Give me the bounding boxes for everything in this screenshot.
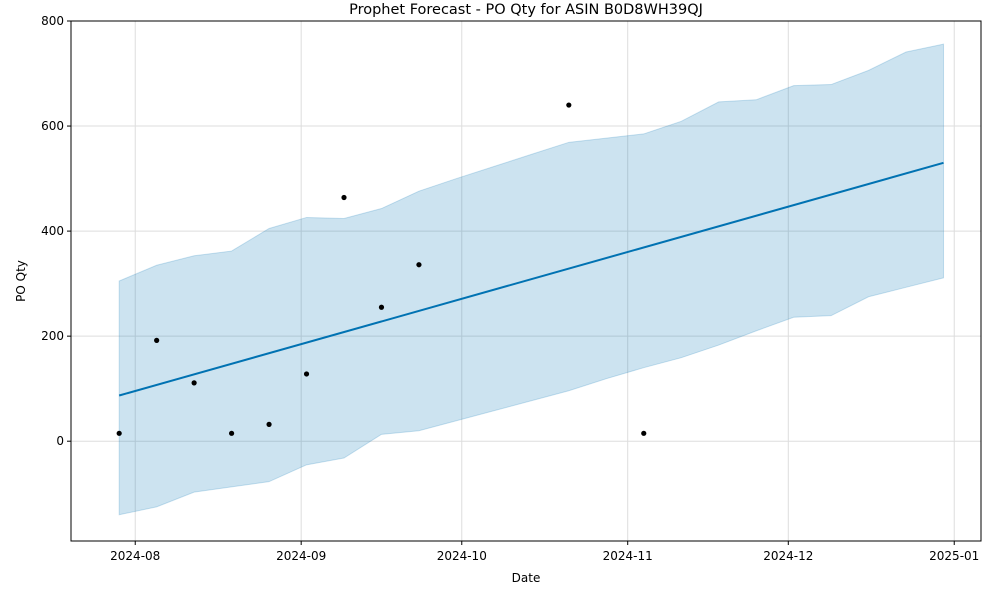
x-axis-ticks: 2024-08 2024-09 2024-10 2024-11 2024-12 2025-…: [110, 541, 979, 563]
x-tick-label: 2024-11: [603, 549, 653, 563]
data-point: [641, 430, 647, 436]
data-point: [228, 430, 235, 436]
y-axis-title: PO Qty: [14, 260, 28, 302]
y-axis-ticks: 0 200 400 600 800: [41, 14, 71, 448]
data-point: [154, 337, 160, 343]
y-tick-label: 200: [41, 329, 64, 343]
data-point: [416, 262, 422, 268]
chart-title: Prophet Forecast - PO Qty for ASIN B0D8W…: [349, 2, 703, 18]
observed-points: [116, 102, 647, 436]
y-tick-label: 800: [41, 14, 64, 28]
data-point: [303, 371, 310, 377]
data-point: [341, 194, 347, 201]
x-tick-label: 2025-01: [929, 549, 979, 563]
x-tick-label: 2024-10: [437, 549, 487, 563]
forecast-line-group: [118, 161, 944, 397]
data-point: [566, 102, 572, 108]
data-point: [378, 304, 385, 310]
data-point: [116, 430, 122, 436]
data-point: [191, 380, 197, 386]
plot-frame: [70, 20, 982, 542]
y-tick-label: 400: [41, 224, 64, 238]
data-point: [266, 421, 272, 427]
forecast-line: [118, 161, 944, 397]
x-tick-label: 2024-09: [276, 549, 326, 563]
x-tick-label: 2024-08: [110, 549, 160, 563]
y-tick-label: 600: [41, 119, 64, 133]
x-axis-title: Date: [512, 571, 541, 585]
y-tick-label: 0: [56, 434, 64, 448]
x-tick-label: 2024-12: [763, 549, 813, 563]
